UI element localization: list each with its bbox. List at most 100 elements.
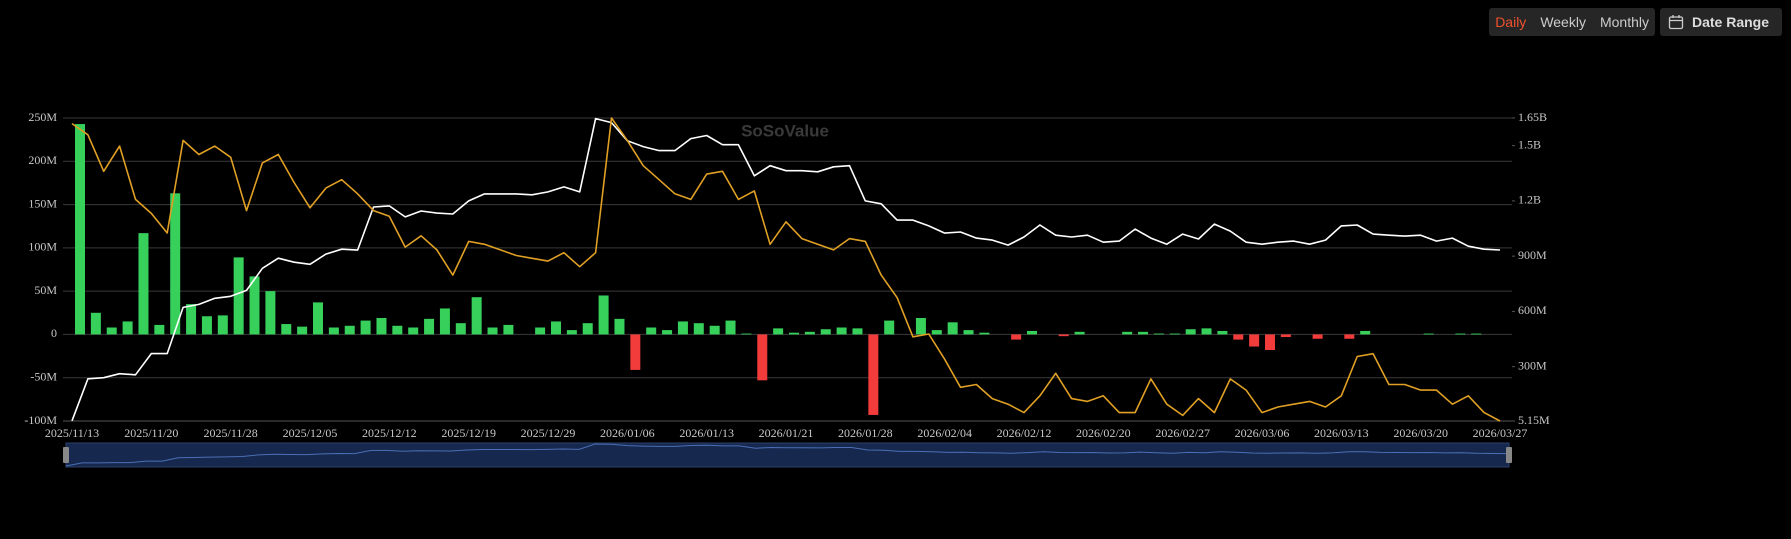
bar [1122,331,1133,335]
bar [392,325,403,335]
bar [408,327,419,335]
bar [773,328,784,335]
bar [630,334,641,370]
x-tick-label: 2025/11/28 [204,426,258,440]
bar [836,327,847,335]
bar [313,302,323,335]
bar [757,334,768,381]
bar [1027,330,1037,335]
bar [1011,334,1022,340]
bar [884,320,895,335]
bar [344,325,355,335]
bar [424,318,435,335]
bar [1153,333,1164,335]
x-tick-label: 2025/12/19 [441,426,496,440]
legend-value: 0.00 [151,44,183,61]
bar [1312,334,1323,339]
bar [75,124,85,335]
bar [376,317,387,335]
bar [487,327,498,335]
legend-item[interactable]: Total Net Assets933.33M [187,44,364,62]
bar [360,320,371,335]
y-tick-label: 100M [28,240,57,254]
legend-item[interactable]: Daily Total Net Inflow0.00 [2,44,182,62]
x-tick-label: 2026/01/28 [838,426,893,440]
x-tick-label: 2025/12/29 [521,426,576,440]
y2-tick-label: 1.65B [1518,110,1547,124]
y-tick-label: 50M [34,283,57,297]
bar [265,291,276,335]
bar [709,325,720,335]
bar [677,321,688,335]
interval-button[interactable]: Monthly [1599,14,1649,30]
bar [233,257,244,335]
bar [1455,333,1466,335]
legend-value: 1.33 [442,44,474,61]
bar [535,327,546,335]
legend-value: 933.33M [301,44,365,61]
bar [1249,334,1260,347]
y-tick-label: 150M [28,196,57,210]
bar [154,324,165,335]
bar [281,324,292,335]
bar [551,321,561,335]
x-tick-label: 2026/02/20 [1076,426,1131,440]
bar [328,327,339,335]
legend-label: Daily Total Net Inflow [2,44,152,61]
x-tick-label: 2026/03/13 [1314,426,1369,440]
bar [90,312,101,335]
bar [439,308,450,335]
x-tick-label: 2026/01/21 [759,426,814,440]
navigator-line [65,443,1510,467]
bar [566,330,577,335]
bar [122,321,133,335]
bar [1360,330,1371,335]
bar [249,276,260,335]
bar [471,297,482,335]
date-range-button[interactable]: Date Range [1660,8,1782,36]
bar [138,233,149,335]
calendar-icon [1668,15,1684,30]
line [71,117,1501,422]
bar [852,328,863,335]
bar [1201,328,1212,335]
y2-tick-label: 300M [1518,358,1547,372]
bar [1471,333,1482,335]
interval-button[interactable]: Weekly [1540,14,1586,30]
bar [1233,334,1244,340]
navigator-handle[interactable] [63,447,69,463]
bar [170,193,181,335]
bar [931,330,942,335]
bar [1344,334,1355,339]
bar [1217,330,1228,335]
bar [963,330,974,335]
x-tick-label: 2026/03/20 [1393,426,1448,440]
y-tick-label: -50M [30,369,57,383]
bar [789,332,799,335]
bar [1185,329,1196,335]
bar [646,327,657,335]
y-tick-label: 250M [28,110,57,124]
bar [1169,333,1180,335]
legend-item[interactable]: XRP Price1.33 [369,44,474,62]
bar [915,317,926,335]
x-tick-label: 2026/02/04 [917,426,972,440]
bar [693,323,704,335]
legend-label: XRP Price [369,44,443,61]
interval-switch: Daily Weekly Monthly [1489,8,1655,36]
bar [979,332,990,335]
bar [1423,333,1434,335]
legend-label: Total Net Assets [187,44,302,61]
x-tick-label: 2025/12/05 [283,426,338,440]
interval-button[interactable]: Daily [1495,14,1527,30]
bar [1058,334,1069,337]
bar [297,326,308,335]
y-tick-label: 0 [51,326,57,340]
line [71,117,1501,422]
navigator-handle[interactable] [1506,447,1512,463]
bar [503,324,514,335]
date-range-label[interactable]: Date Range [1692,14,1770,30]
y-tick-label: -100M [24,413,57,427]
